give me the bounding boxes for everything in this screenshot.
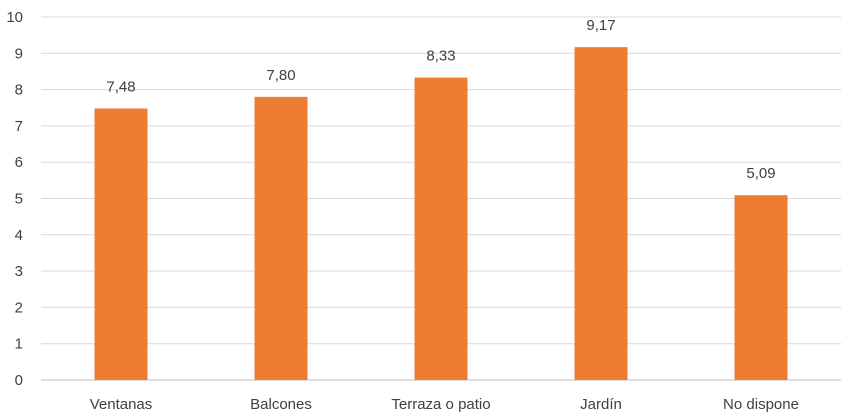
data-labels: 7,48 7,80 8,33 9,17 5,09 [106, 17, 775, 182]
x-tick-label: Jardín [580, 396, 622, 413]
x-tick-label: Terraza o patio [391, 396, 490, 413]
y-tick-label: 1 [15, 336, 23, 353]
x-tick-label: No dispone [723, 396, 799, 413]
x-axis-ticks: Ventanas Balcones Terraza o patio Jardín No … [90, 396, 799, 413]
bar [414, 77, 468, 380]
y-tick-label: 3 [15, 263, 23, 280]
data-label: 7,80 [266, 67, 295, 84]
bars [94, 47, 788, 381]
y-tick-label: 0 [15, 372, 23, 389]
x-tick-label: Ventanas [90, 396, 153, 413]
data-label: 8,33 [426, 48, 455, 65]
bar [574, 47, 628, 381]
bar [254, 96, 308, 381]
bar [734, 195, 788, 380]
y-tick-label: 10 [6, 9, 23, 26]
data-label: 5,09 [746, 165, 775, 182]
y-tick-label: 4 [15, 227, 23, 244]
y-axis-ticks: 0 1 2 3 4 5 6 7 8 9 10 [6, 9, 23, 389]
data-label: 9,17 [586, 17, 615, 34]
y-tick-label: 7 [15, 118, 23, 135]
y-tick-label: 2 [15, 299, 23, 316]
data-label: 7,48 [106, 78, 135, 95]
bar [94, 108, 148, 380]
y-tick-label: 8 [15, 82, 23, 99]
x-tick-label: Balcones [250, 396, 312, 413]
y-tick-label: 9 [15, 45, 23, 62]
y-tick-label: 6 [15, 154, 23, 171]
y-tick-label: 5 [15, 191, 23, 208]
